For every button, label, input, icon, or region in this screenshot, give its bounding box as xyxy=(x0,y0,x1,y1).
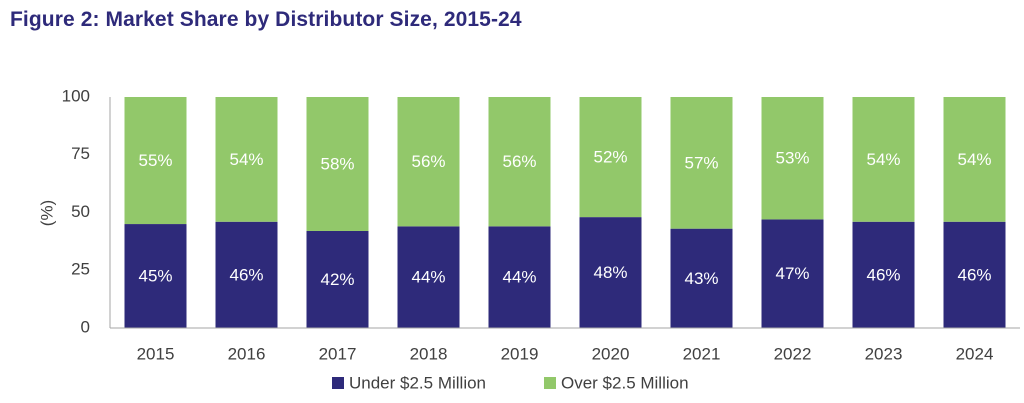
bar-segment-under-2018 xyxy=(397,226,460,328)
x-tick-label: 2018 xyxy=(410,344,448,363)
legend-item: Over $2.5 Million xyxy=(544,373,689,392)
bar-segment-under-2017 xyxy=(306,230,369,328)
x-tick-label: 2023 xyxy=(865,344,903,363)
chart-title: Figure 2: Market Share by Distributor Si… xyxy=(10,8,522,31)
data-label: 57% xyxy=(684,153,718,172)
data-label: 56% xyxy=(411,152,445,171)
data-label: 56% xyxy=(502,152,536,171)
x-tick-label: 2021 xyxy=(683,344,721,363)
data-label: 42% xyxy=(320,270,354,289)
data-label: 48% xyxy=(593,263,627,282)
bar-segment-over-2020 xyxy=(579,97,642,218)
bar-segment-under-2016 xyxy=(215,221,278,328)
data-label: 46% xyxy=(866,265,900,284)
bar-segment-over-2021 xyxy=(670,97,733,229)
data-label: 53% xyxy=(775,149,809,168)
data-label: 46% xyxy=(957,265,991,284)
data-label: 45% xyxy=(138,267,172,286)
y-tick-label: 0 xyxy=(81,317,90,336)
x-tick-label: 2016 xyxy=(228,344,266,363)
bar-segment-under-2022 xyxy=(761,219,824,328)
data-label: 47% xyxy=(775,264,809,283)
bar-segment-over-2017 xyxy=(306,97,369,231)
bar-segment-over-2024 xyxy=(943,97,1006,222)
data-label: 52% xyxy=(593,148,627,167)
bar-segment-over-2019 xyxy=(488,97,551,227)
x-axis: 2015 2016 2017 2018 2019 2020 2021 2022 2023 2024 xyxy=(110,327,1020,363)
bar-segment-under-2015 xyxy=(124,224,187,328)
data-label: 58% xyxy=(320,154,354,173)
bar-segment-under-2020 xyxy=(579,217,642,328)
bars-layer: 45% 55% 46% 54% 42% 58% 44% 56% 44% 56% 48% 52% 43% 5… xyxy=(124,97,1006,328)
y-tick-label: 50 xyxy=(71,202,90,221)
data-label: 43% xyxy=(684,269,718,288)
legend-item: Under $2.5 Million xyxy=(332,373,486,392)
y-tick-label: 25 xyxy=(71,260,90,279)
legend-label: Under $2.5 Million xyxy=(349,373,486,392)
bar-segment-over-2023 xyxy=(852,97,915,222)
bar-segment-under-2024 xyxy=(943,221,1006,328)
bar-segment-under-2021 xyxy=(670,228,733,328)
legend: Under $2.5 Million Over $2.5 Million xyxy=(332,373,689,392)
legend-swatch xyxy=(332,377,344,389)
y-tick-label: 100 xyxy=(62,86,90,105)
x-tick-label: 2015 xyxy=(137,344,175,363)
data-label: 54% xyxy=(957,150,991,169)
bar-segment-over-2016 xyxy=(215,97,278,222)
x-tick-label: 2022 xyxy=(774,344,812,363)
y-axis: 0 25 50 75 100 xyxy=(62,86,111,336)
bar-segment-over-2015 xyxy=(124,97,187,225)
bar-segment-over-2018 xyxy=(397,97,460,227)
legend-swatch xyxy=(544,377,556,389)
x-tick-label: 2024 xyxy=(956,344,994,363)
data-label: 46% xyxy=(229,265,263,284)
y-tick-label: 75 xyxy=(71,144,90,163)
data-label: 54% xyxy=(866,150,900,169)
data-label: 44% xyxy=(502,268,536,287)
bar-segment-under-2023 xyxy=(852,221,915,328)
data-label: 54% xyxy=(229,150,263,169)
y-axis-label: (%) xyxy=(37,200,56,226)
data-label: 55% xyxy=(138,151,172,170)
bar-segment-over-2022 xyxy=(761,97,824,220)
data-label: 44% xyxy=(411,268,445,287)
legend-label: Over $2.5 Million xyxy=(561,373,689,392)
x-tick-label: 2019 xyxy=(501,344,539,363)
x-tick-label: 2017 xyxy=(319,344,357,363)
bar-segment-under-2019 xyxy=(488,226,551,328)
x-tick-label: 2020 xyxy=(592,344,630,363)
